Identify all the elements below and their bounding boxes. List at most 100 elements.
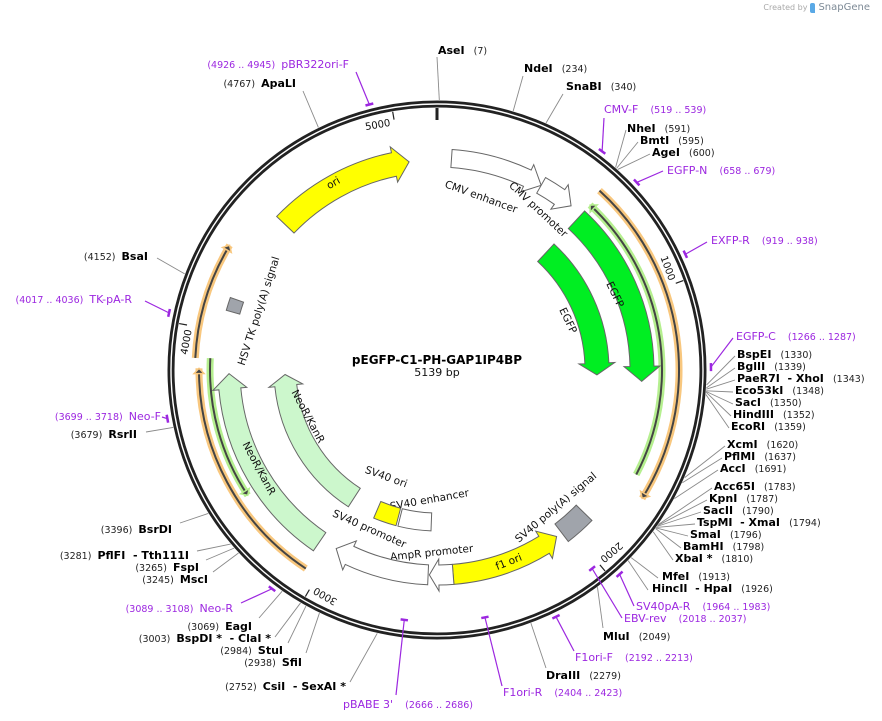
primer-position: (2018 .. 2037) — [667, 614, 747, 625]
enzyme-site[interactable]: AgeI (600) — [617, 146, 715, 170]
primer-label: (3699 .. 3718) Neo-F — [55, 410, 161, 423]
enzyme-site[interactable]: TspMI - XmaI (1794) — [656, 516, 821, 529]
enzyme-site[interactable]: (3003) BspDI * - ClaI * — [139, 602, 301, 645]
enzyme-site[interactable]: NheI (591) — [615, 122, 691, 168]
enzyme-name: CsiI - SexAI * — [263, 680, 346, 693]
enzyme-site[interactable]: HindIII (1352) — [705, 391, 815, 421]
plasmid-name: pEGFP-C1-PH-GAP1IP4BP — [352, 353, 522, 367]
enzyme-site[interactable]: SmaI (1796) — [655, 527, 762, 541]
enzyme-site[interactable]: (3245) MscI — [142, 552, 239, 586]
enzyme-site[interactable]: (2984) StuI — [220, 605, 307, 657]
enzyme-site[interactable]: (3069) EagI — [187, 590, 283, 633]
enzyme-label: SacI (1350) — [735, 396, 802, 409]
enzyme-site[interactable]: BspEI (1330) — [706, 348, 812, 386]
primer-neo-r[interactable]: (3089 .. 3108) Neo-R — [126, 585, 276, 615]
primer-mark — [633, 178, 641, 187]
enzyme-position: (595) — [669, 136, 704, 147]
feature-ori[interactable]: ori — [275, 145, 410, 234]
enzyme-name: PflMI — [724, 450, 755, 463]
enzyme-name: TspMI - XmaI — [697, 516, 780, 529]
feature-label: SV40 ori — [363, 464, 409, 490]
enzyme-position: (1339) — [765, 362, 806, 373]
primer-name: EBV-rev — [624, 612, 667, 625]
primer-label: EBV-rev (2018 .. 2037) — [624, 612, 747, 625]
enzyme-site[interactable]: XbaI * (1810) — [652, 531, 753, 565]
alignment-track[interactable] — [191, 243, 233, 359]
alignment-track[interactable] — [206, 357, 251, 498]
alignment-track[interactable] — [587, 202, 666, 477]
enzyme-position: (1343) — [824, 374, 865, 385]
enzyme-site[interactable]: XcmI (1620) — [684, 438, 799, 478]
enzyme-position: (1790) — [733, 506, 774, 517]
enzyme-site[interactable]: BglII (1339) — [706, 360, 806, 389]
primer-label: (3089 .. 3108) Neo-R — [126, 602, 234, 615]
primer-mark — [481, 615, 489, 620]
enzyme-site[interactable]: SnaBI (340) — [545, 80, 636, 124]
feature-f1-ori[interactable]: f1 ori — [451, 530, 558, 585]
enzyme-site[interactable]: (2752) CsiI - SexAI * — [225, 633, 378, 693]
enzyme-name: NdeI — [524, 62, 553, 75]
feature-neor-kanr[interactable]: NeoR/KanR — [267, 373, 361, 508]
primer-name: CMV-F — [604, 103, 638, 116]
primer-cmv-f[interactable]: CMV-F (519 .. 539) — [598, 103, 706, 155]
alignment-track[interactable] — [192, 367, 308, 572]
enzyme-site[interactable]: BamHI (1798) — [655, 528, 765, 553]
enzyme-position: (1359) — [765, 422, 806, 433]
enzyme-name: AgeI — [652, 146, 680, 159]
primer-position: (4926 .. 4945) — [207, 60, 281, 71]
enzyme-label: NdeI (234) — [524, 62, 587, 75]
alignment-tracks — [191, 188, 683, 572]
primer-f1ori-f[interactable]: F1ori-F (2192 .. 2213) — [551, 613, 693, 664]
enzyme-site[interactable]: DraIII (2279) — [530, 623, 621, 682]
primer-sv40pa-r[interactable]: SV40pA-R (1964 .. 1983) — [615, 570, 771, 613]
enzyme-site[interactable]: NdeI (234) — [512, 62, 587, 112]
feature-sv40-enhancer[interactable]: SV40 enhancer — [389, 487, 471, 532]
enzyme-site[interactable]: (2938) SfiI — [244, 612, 320, 669]
enzyme-position: (2938) — [244, 658, 282, 669]
enzyme-site[interactable]: (3281) PflFI - Tth111I — [60, 543, 231, 562]
enzyme-site[interactable]: EcoRI (1359) — [705, 394, 806, 433]
primer-egfp-n[interactable]: EGFP-N (658 .. 679) — [633, 164, 775, 187]
enzyme-site[interactable]: (3396) BsrDI — [101, 513, 209, 536]
primer-egfp-c[interactable]: EGFP-C (1266 .. 1287) — [709, 330, 856, 372]
primer-exfp-r[interactable]: EXFP-R (919 .. 938) — [682, 234, 818, 259]
enzyme-site[interactable]: SacI (1350) — [705, 391, 802, 409]
enzyme-site[interactable]: (3679) RsrII — [71, 426, 174, 441]
enzyme-site[interactable]: BmtI (595) — [616, 134, 704, 169]
enzyme-label: AccI (1691) — [720, 462, 786, 475]
bp-tick — [392, 111, 395, 120]
enzyme-site[interactable]: SacII (1790) — [656, 504, 774, 527]
primer-tk-pa-r[interactable]: (4017 .. 4036) TK-pA-R — [15, 293, 172, 318]
enzyme-name: ApaLI — [261, 77, 296, 90]
enzyme-site[interactable]: KpnI (1787) — [657, 492, 778, 526]
feature-sv40-poly-a-signal[interactable]: SV40 poly(A) signal — [513, 470, 599, 545]
enzyme-site[interactable]: (3265) FspI — [135, 547, 235, 574]
feature-label: ori — [325, 175, 343, 192]
enzyme-site[interactable]: AseI (7) — [436, 44, 487, 101]
primer-name: Neo-R — [199, 602, 233, 615]
enzyme-position: (1926) — [732, 584, 773, 595]
primer-label: EXFP-R (919 .. 938) — [711, 234, 818, 247]
alignment-track[interactable] — [597, 188, 683, 501]
enzyme-label: BmtI (595) — [640, 134, 704, 147]
enzyme-site[interactable]: MluI (2049) — [597, 587, 670, 643]
enzyme-site[interactable]: (4767) ApaLI — [223, 77, 319, 128]
primer-neo-f[interactable]: (3699 .. 3718) Neo-F — [55, 410, 170, 423]
enzyme-position: (1348) — [783, 386, 824, 397]
primer-position: (4017 .. 4036) — [15, 295, 89, 306]
enzyme-site[interactable]: PaeR7I - XhoI (1343) — [706, 372, 865, 390]
feature-hsv-tk-poly-a-signal[interactable]: HSV TK poly(A) signal — [225, 255, 282, 367]
enzyme-label: Eco53kI (1348) — [735, 384, 824, 397]
enzyme-site[interactable]: Acc65I (1783) — [658, 480, 796, 525]
enzyme-site[interactable]: AccI (1691) — [674, 462, 786, 500]
enzyme-name: BspEI — [737, 348, 771, 361]
primer-pbr322ori-f[interactable]: (4926 .. 4945) pBR322ori-F — [207, 58, 374, 107]
primer-pbabe-3-[interactable]: pBABE 3' (2666 .. 2686) — [343, 618, 473, 711]
enzyme-site[interactable]: HincII - HpaI (1926) — [627, 560, 773, 595]
primer-f1ori-r[interactable]: F1ori-R (2404 .. 2423) — [481, 615, 622, 699]
enzyme-site[interactable]: Eco53kI (1348) — [706, 384, 824, 397]
enzyme-site[interactable]: MfeI (1913) — [630, 557, 730, 583]
enzyme-site[interactable]: PflMI (1637) — [682, 450, 796, 484]
enzyme-site[interactable]: (4152) BsaI — [84, 250, 185, 275]
primer-ebv-rev[interactable]: EBV-rev (2018 .. 2037) — [588, 565, 747, 625]
